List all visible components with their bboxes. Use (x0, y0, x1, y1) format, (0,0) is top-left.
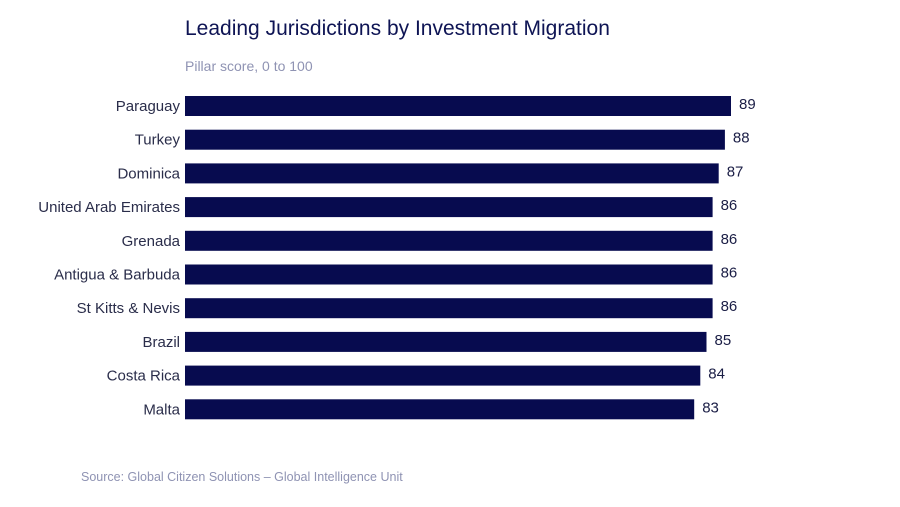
category-label: Paraguay (116, 98, 181, 115)
bar (185, 96, 731, 116)
category-label: Turkey (135, 132, 181, 149)
category-label: Grenada (122, 233, 181, 250)
category-label: Brazil (142, 334, 180, 351)
bar (185, 197, 713, 218)
bar (185, 163, 719, 184)
bar (185, 264, 713, 285)
category-label: Dominica (117, 165, 180, 182)
category-label: Malta (143, 401, 180, 418)
bar (185, 399, 695, 420)
value-label: 85 (715, 332, 732, 349)
value-label: 83 (702, 399, 719, 416)
value-label: 86 (721, 231, 738, 248)
category-label: Antigua & Barbuda (54, 267, 181, 284)
value-label: 87 (727, 163, 744, 180)
bar (185, 365, 701, 386)
bar (185, 298, 713, 319)
value-label: 86 (721, 265, 738, 282)
category-label: United Arab Emirates (38, 199, 180, 216)
chart-title: Leading Jurisdictions by Investment Migr… (185, 17, 610, 40)
bar (185, 331, 707, 352)
value-label: 88 (733, 130, 750, 147)
category-label: Costa Rica (107, 368, 181, 385)
value-label: 84 (708, 366, 725, 383)
bar (185, 230, 713, 251)
category-label: St Kitts & Nevis (77, 300, 180, 317)
source-note: Source: Global Citizen Solutions – Globa… (81, 470, 403, 484)
value-label: 86 (721, 298, 738, 315)
chart-subtitle: Pillar score, 0 to 100 (185, 58, 313, 74)
bar (185, 129, 725, 150)
bar-chart: Paraguay 89 Turkey 88 Dominica 87 United Arab … (38, 96, 756, 420)
value-label: 86 (721, 197, 738, 214)
value-label: 89 (739, 96, 756, 113)
bars-layer: Paraguay 89 Turkey 88 Dominica 87 United Arab … (38, 96, 756, 420)
